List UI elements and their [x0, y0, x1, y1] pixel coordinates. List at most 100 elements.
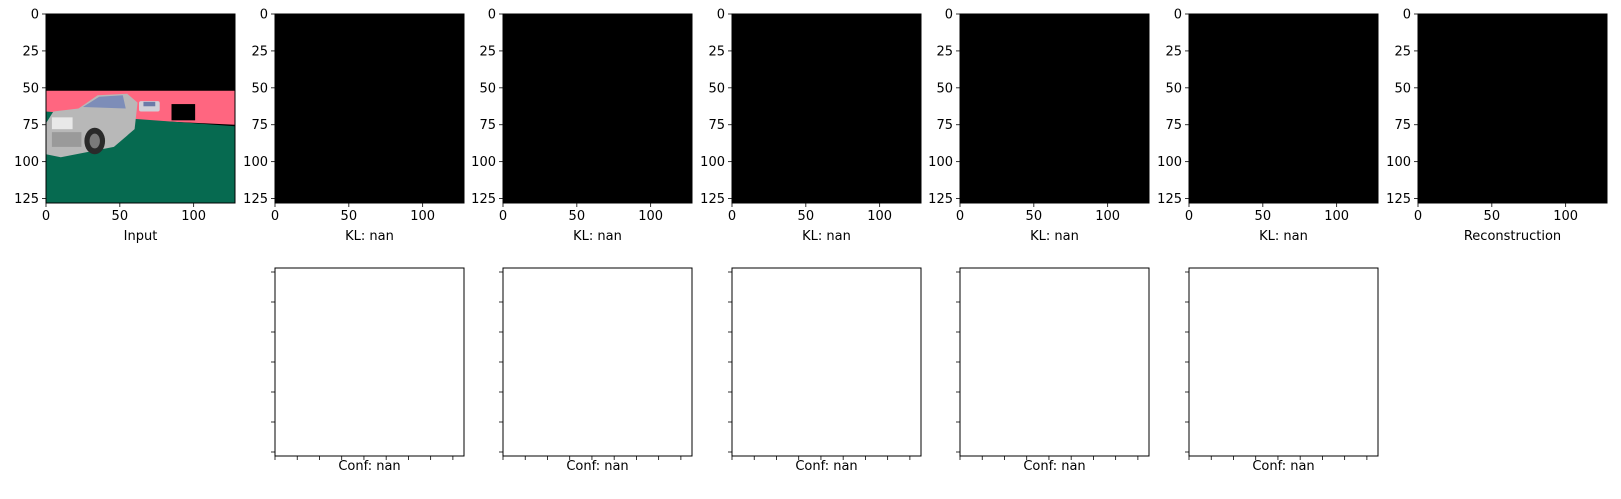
x-tick-label: 50 [1484, 209, 1501, 224]
x-tick-label: 0 [1185, 209, 1193, 224]
car-windshield [82, 95, 126, 109]
panel-xlabel: Conf: nan [1023, 459, 1085, 474]
image-area [960, 14, 1149, 203]
image-area [275, 14, 464, 203]
y-tick-label: 75 [479, 118, 496, 133]
panel-xlabel: Reconstruction [1464, 229, 1561, 244]
y-tick-label: 0 [488, 8, 496, 23]
y-tick-label: 50 [936, 81, 953, 96]
top-panel-3: 0 50 100 0 25 50 75 100 125 KL: nan [471, 8, 693, 244]
y-tick-label: 125 [928, 192, 953, 207]
axes-frame [502, 13, 693, 204]
y-tick-label: 50 [22, 81, 39, 96]
x-tick-label: 100 [638, 209, 663, 224]
x-tick-label: 0 [1414, 209, 1422, 224]
x-tick-label: 50 [112, 209, 129, 224]
y-tick-label: 125 [700, 192, 725, 207]
top-panel-4: 0 50 100 0 25 50 75 100 125 KL: nan [700, 8, 922, 244]
axes-frame [1188, 267, 1379, 457]
y-tick-label: 75 [1394, 118, 1411, 133]
panel-xlabel: KL: nan [573, 229, 622, 244]
y-tick-label: 100 [1157, 155, 1182, 170]
axes-frame [274, 267, 465, 457]
y-tick-label: 25 [479, 44, 496, 59]
panel-xlabel: Conf: nan [566, 459, 628, 474]
y-tick-label: 75 [708, 118, 725, 133]
x-tick-label: 50 [1255, 209, 1272, 224]
x-tick-label: 50 [1026, 209, 1043, 224]
axes-frame [959, 13, 1150, 204]
y-tick-label: 50 [251, 81, 268, 96]
y-tick-label: 100 [14, 155, 39, 170]
panel-xlabel: KL: nan [345, 229, 394, 244]
car-bumper [51, 132, 82, 147]
y-tick-label: 125 [1157, 192, 1182, 207]
y-tick-label: 25 [708, 44, 725, 59]
y-tick-label: 0 [717, 8, 725, 23]
top-panel-1: 0 50 100 0 25 50 75 100 125 Input [14, 8, 236, 244]
y-tick-label: 75 [251, 118, 268, 133]
doorway [171, 104, 196, 121]
x-tick-label: 100 [410, 209, 435, 224]
y-tick-label: 25 [22, 44, 39, 59]
axes-frame [274, 13, 465, 204]
bottom-panel-4: Conf: nan [956, 267, 1150, 474]
image-area [1189, 14, 1378, 203]
y-tick-label: 0 [260, 8, 268, 23]
axes-frame [731, 267, 922, 457]
distant-car-window [143, 101, 156, 107]
y-tick-label: 75 [1165, 118, 1182, 133]
axes-frame [502, 267, 693, 457]
y-tick-label: 125 [243, 192, 268, 207]
y-tick-label: 100 [928, 155, 953, 170]
image-area [732, 14, 921, 203]
x-tick-label: 100 [1095, 209, 1120, 224]
y-tick-label: 125 [14, 192, 39, 207]
panel-xlabel: Conf: nan [338, 459, 400, 474]
y-tick-label: 75 [936, 118, 953, 133]
image-area [503, 14, 692, 203]
y-tick-label: 50 [1394, 81, 1411, 96]
x-tick-label: 100 [1553, 209, 1578, 224]
y-tick-label: 0 [1403, 8, 1411, 23]
top-panel-2: 0 50 100 0 25 50 75 100 125 KL: nan [243, 8, 465, 244]
y-tick-label: 125 [471, 192, 496, 207]
axes-frame [1417, 13, 1608, 204]
y-tick-label: 50 [1165, 81, 1182, 96]
x-tick-label: 100 [867, 209, 892, 224]
x-tick-label: 0 [728, 209, 736, 224]
y-tick-label: 75 [22, 118, 39, 133]
y-tick-label: 25 [1165, 44, 1182, 59]
y-tick-label: 25 [1394, 44, 1411, 59]
panel-xlabel: KL: nan [1259, 229, 1308, 244]
y-tick-label: 50 [708, 81, 725, 96]
car-hubcap [89, 133, 100, 149]
top-panel-6: 0 50 100 0 25 50 75 100 125 KL: nan [1157, 8, 1379, 244]
top-panel-5: 0 50 100 0 25 50 75 100 125 KL: nan [928, 8, 1150, 244]
panel-xlabel: Input [124, 229, 158, 244]
bottom-panel-1: Conf: nan [271, 267, 465, 474]
y-tick-label: 0 [1174, 8, 1182, 23]
y-tick-label: 100 [1386, 155, 1411, 170]
x-tick-label: 50 [341, 209, 358, 224]
axes-frame [45, 13, 236, 204]
y-tick-label: 50 [479, 81, 496, 96]
bottom-panel-5: Conf: nan [1185, 267, 1379, 474]
y-tick-label: 0 [945, 8, 953, 23]
panel-xlabel: Conf: nan [795, 459, 857, 474]
car-headlight [51, 117, 73, 130]
y-tick-label: 100 [700, 155, 725, 170]
y-tick-label: 100 [471, 155, 496, 170]
panel-xlabel: KL: nan [802, 229, 851, 244]
panel-xlabel: Conf: nan [1252, 459, 1314, 474]
y-tick-label: 0 [31, 8, 39, 23]
panel-xlabel: KL: nan [1030, 229, 1079, 244]
y-tick-label: 25 [251, 44, 268, 59]
x-tick-label: 0 [42, 209, 50, 224]
x-tick-label: 0 [271, 209, 279, 224]
image-area [1418, 14, 1607, 203]
x-tick-label: 0 [499, 209, 507, 224]
bottom-panel-2: Conf: nan [499, 267, 693, 474]
axes-frame [1188, 13, 1379, 204]
